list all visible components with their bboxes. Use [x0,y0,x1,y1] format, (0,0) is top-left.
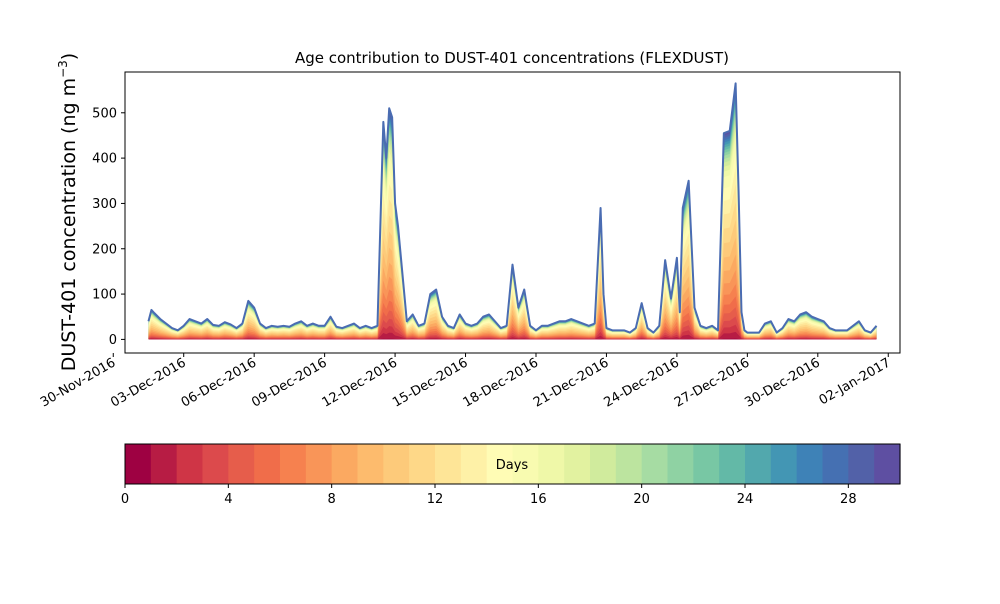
y-tick-label: 500 [92,106,117,121]
colorbar-swatch [564,444,590,484]
colorbar-swatch [358,444,384,484]
colorbar-tick-label: 16 [530,492,547,507]
colorbar-swatch [228,444,254,484]
x-tick-label: 21-Dec-2016 [531,355,611,410]
colorbar-tick-label: 28 [840,492,857,507]
x-tick-label: 27-Dec-2016 [672,355,752,410]
colorbar-swatch [745,444,771,484]
colorbar-swatch [332,444,358,484]
colorbar-swatch [590,444,616,484]
x-tick-label: 24-Dec-2016 [601,355,681,410]
colorbar-swatch [538,444,564,484]
x-tick-label: 15-Dec-2016 [390,355,470,410]
y-tick-label: 0 [109,333,117,348]
colorbar-swatch [435,444,461,484]
colorbar-swatch [771,444,797,484]
colorbar-swatch [280,444,306,484]
colorbar-tick-label: 8 [328,492,336,507]
x-tick-label: 09-Dec-2016 [249,355,329,410]
colorbar-swatch [642,444,668,484]
chart-figure: Age contribution to DUST-401 concentrati… [0,0,1000,600]
y-axis-label-close: ) [58,53,80,60]
y-axis-label: DUST-401 concentration (ng m−3) [56,53,80,371]
colorbar-swatch [306,444,332,484]
x-tick-label: 06-Dec-2016 [179,355,259,410]
colorbar-swatch [823,444,849,484]
colorbar-tick-label: 20 [633,492,650,507]
colorbar-swatch [203,444,229,484]
colorbar-swatch [797,444,823,484]
y-tick-label: 300 [92,197,117,212]
chart-canvas: Age contribution to DUST-401 concentrati… [0,0,1000,600]
colorbar-swatch [383,444,409,484]
colorbar-swatch [719,444,745,484]
y-tick-label: 100 [92,288,117,303]
colorbar-label: Days [496,458,529,473]
y-axis: 0 100 200 300 400 500 [92,106,125,348]
colorbar-swatch [254,444,280,484]
colorbar-swatch [151,444,177,484]
x-tick-label: 30-Dec-2016 [742,355,822,410]
colorbar-swatch [848,444,874,484]
colorbar-swatch [125,444,151,484]
age-contribution-areas [148,83,876,339]
x-tick-label: 18-Dec-2016 [461,355,541,410]
colorbar-ticks: 0 4 8 12 16 20 24 28 [121,484,857,507]
x-tick-label: 02-Jan-2017 [817,355,894,408]
colorbar-tick-label: 0 [121,492,129,507]
colorbar-tick-label: 24 [737,492,754,507]
x-tick-label: 03-Dec-2016 [108,355,188,410]
colorbar-swatch [616,444,642,484]
colorbar-swatch [461,444,487,484]
colorbar-swatch [668,444,694,484]
y-axis-label-main: DUST-401 concentration (ng m [58,78,80,371]
x-axis: 30-Nov-201603-Dec-201606-Dec-201609-Dec-… [38,353,893,411]
y-tick-label: 200 [92,242,117,257]
colorbar-swatch [874,444,900,484]
colorbar-swatch [177,444,203,484]
y-tick-label: 400 [92,152,117,167]
colorbar-tick-label: 4 [224,492,232,507]
x-tick-label: 12-Dec-2016 [320,355,400,410]
y-axis-label-superscript: −3 [56,60,70,78]
colorbar-tick-label: 12 [427,492,444,507]
chart-title: Age contribution to DUST-401 concentrati… [295,49,729,67]
colorbar-swatch [693,444,719,484]
colorbar-swatch [409,444,435,484]
